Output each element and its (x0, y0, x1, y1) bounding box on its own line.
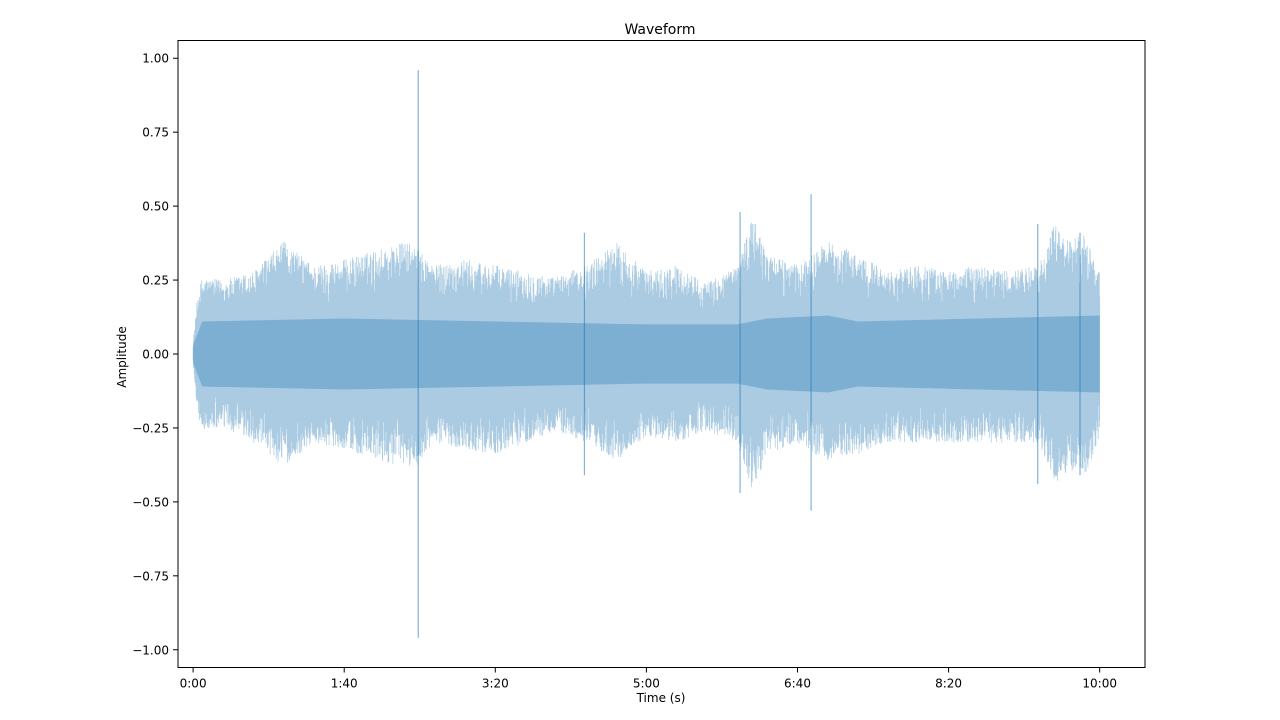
x-tick-label: 5:00 (633, 677, 660, 691)
y-tick-label: 0.00 (142, 348, 169, 362)
y-tick-label: −0.50 (132, 495, 169, 509)
x-axis: 0:00 1:40 3:20 5:00 6:40 8:20 10:00 (180, 667, 1117, 691)
y-axis-label: Amplitude (115, 326, 129, 388)
x-axis-label: Time (s) (636, 691, 686, 705)
y-tick-label: 0.25 (142, 274, 169, 288)
y-tick-label: −1.00 (132, 643, 169, 657)
y-tick-label: −0.25 (132, 421, 169, 435)
y-tick-label: 1.00 (142, 52, 169, 66)
chart-title: Waveform (624, 22, 695, 38)
x-tick-label: 1:40 (331, 677, 358, 691)
x-tick-label: 0:00 (180, 677, 207, 691)
y-tick-label: 0.50 (142, 200, 169, 214)
y-axis: 1.00 0.75 0.50 0.25 0.00 −0.25 −0.50 −0.75 −1.00 (132, 52, 178, 657)
waveform-core (193, 315, 1100, 393)
y-tick-label: −0.75 (132, 569, 169, 583)
y-tick-label: 0.75 (142, 126, 169, 140)
x-tick-label: 6:40 (784, 677, 811, 691)
waveform-envelope (192, 222, 1101, 487)
x-tick-label: 10:00 (1082, 677, 1117, 691)
x-tick-label: 3:20 (482, 677, 509, 691)
x-tick-label: 8:20 (935, 677, 962, 691)
plot-area (192, 70, 1101, 638)
waveform-series (192, 70, 1101, 638)
